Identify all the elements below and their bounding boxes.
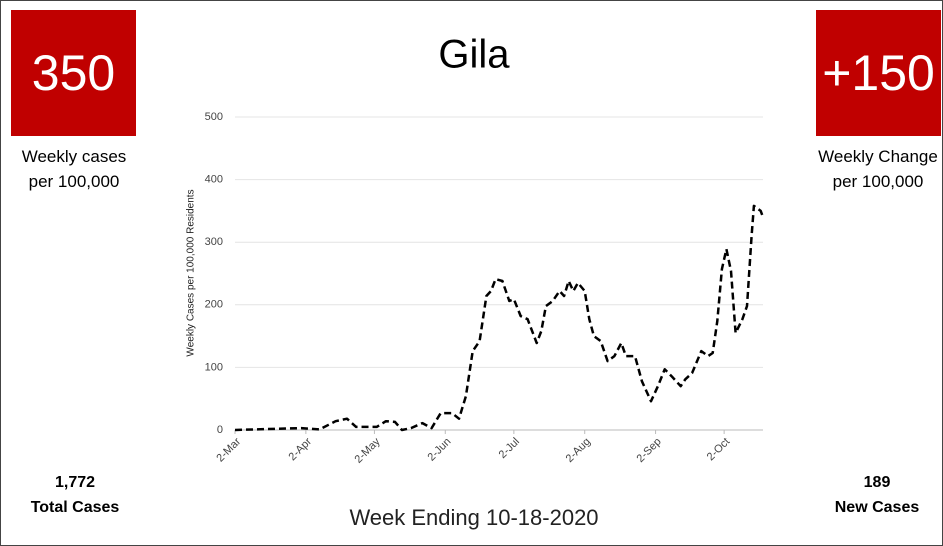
x-tick-label: 2-Sep [635,436,664,465]
chart-title: Gila [438,33,510,77]
new-cases-label: New Cases [834,499,920,516]
data-line [234,204,765,432]
x-tick-label: 2-Aug [564,436,593,465]
total-cases-value: 1,772 [54,474,96,491]
x-tick-label: 2-May [353,435,383,465]
footer: Week Ending 10-18-2020 [349,505,598,530]
y-axis-label: Weekly Cases per 100,000 Residents [186,189,197,356]
x-tick-label: 2-Jul [497,436,522,461]
x-tick-label: 2-Oct [705,436,733,464]
weekly-change-label: Weekly Change per 100,000 [818,147,938,191]
y-tick-label: 300 [205,236,223,248]
y-tick-label: 0 [217,424,223,436]
x-tick-label: 2-Jun [426,436,454,464]
weekly-cases-label: Weekly cases per 100,000 [21,147,127,191]
x-tick-label: 2-Mar [214,435,243,464]
y-tick-label: 100 [205,361,223,373]
total-cases-label: Total Cases [30,499,120,516]
y-tick-label: 400 [205,174,223,186]
weekly-change-value: +150 [816,10,941,136]
y-tick-label: 200 [205,299,223,311]
y-tick-label: 500 [205,111,223,123]
x-tick-label: 2-Apr [287,435,315,463]
weekly-cases-value: 350 [11,10,136,136]
new-cases-value: 189 [863,474,891,491]
